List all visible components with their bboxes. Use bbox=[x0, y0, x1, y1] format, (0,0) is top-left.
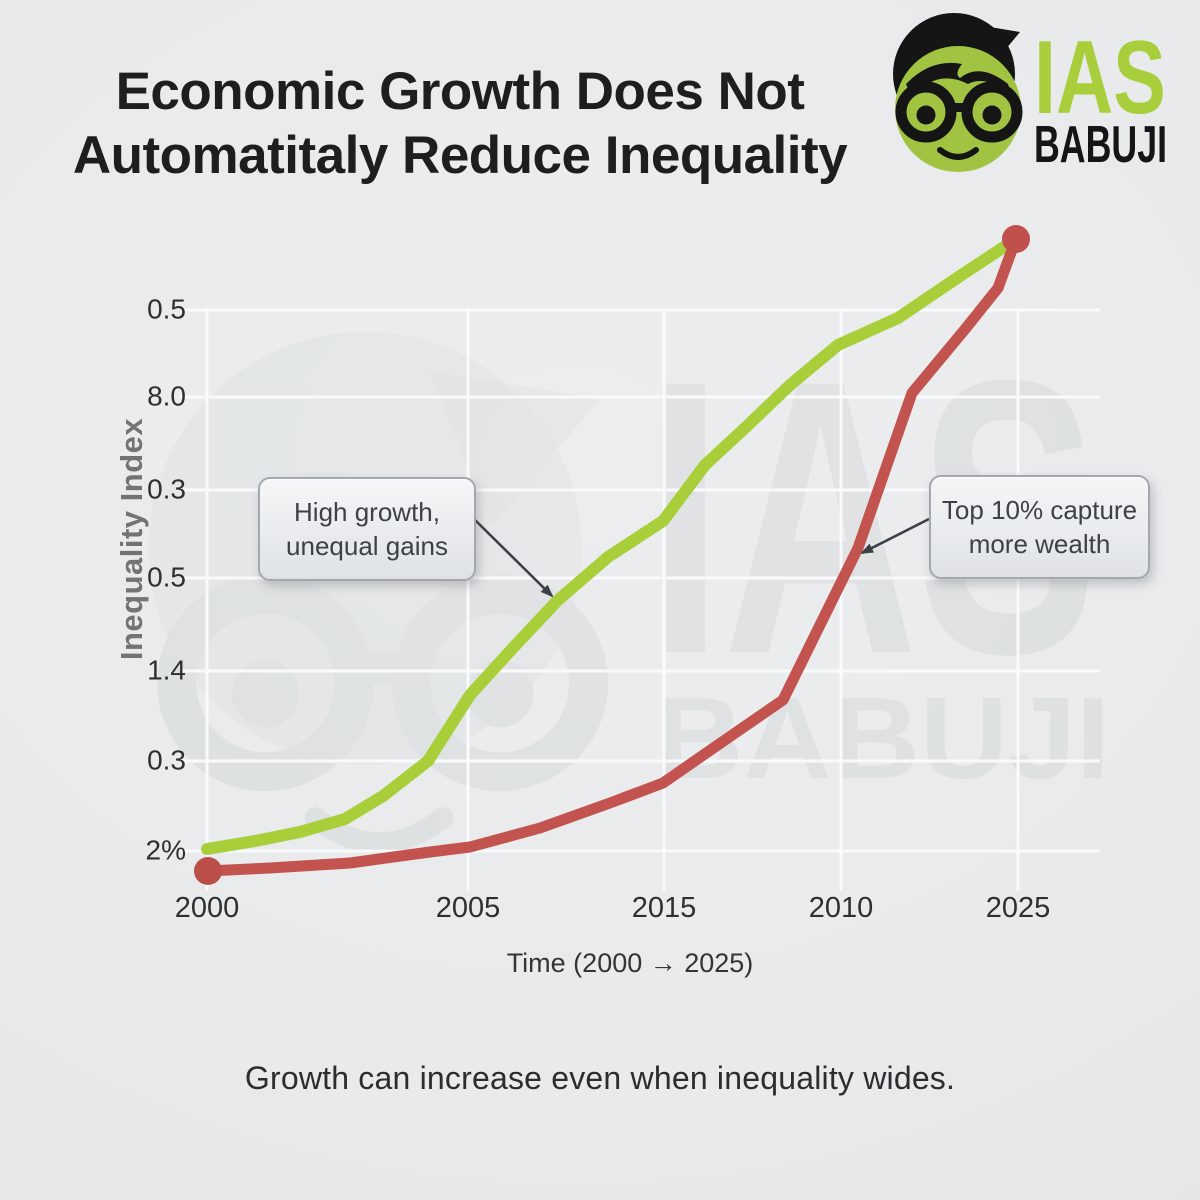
series-endpoint-dots bbox=[194, 225, 1030, 885]
caption: Growth can increase even when inequality… bbox=[244, 1060, 956, 1096]
x-tick-label: 2025 bbox=[985, 892, 1051, 924]
page-title: Economic Growth Does Not Automatitaly Re… bbox=[40, 60, 880, 188]
y-tick-label: 8.0 bbox=[147, 380, 186, 412]
annotation-top10-line2: more wealth bbox=[968, 529, 1111, 559]
x-tick-label: 2000 bbox=[174, 892, 240, 924]
annotation-high-growth: High growth, unequal gains bbox=[258, 477, 476, 581]
brand-logo: IAS BABUJI bbox=[893, 13, 1167, 174]
x-tick-label: 2005 bbox=[435, 892, 501, 924]
annotation-arrows bbox=[473, 517, 930, 598]
y-axis-title: Inequality Index bbox=[114, 417, 149, 661]
annotation-high-growth-line2: unequal gains bbox=[286, 531, 448, 561]
brand-text-ias: IAS bbox=[1034, 20, 1166, 136]
brand-text-babuji: BABUJI bbox=[1034, 116, 1167, 174]
annotation-top10: Top 10% capture more wealth bbox=[929, 475, 1150, 579]
y-tick-label: 0.3 bbox=[147, 473, 186, 505]
mascot-icon bbox=[893, 13, 1023, 172]
y-tick-label: 1.4 bbox=[147, 654, 186, 686]
title-line-2: Automatitaly Reduce Inequality bbox=[72, 126, 848, 185]
series-lines bbox=[201, 233, 1022, 877]
y-tick-label: 0.5 bbox=[147, 561, 186, 593]
annotation-top10-line1: Top 10% capture bbox=[941, 495, 1138, 525]
title-line-1: Economic Growth Does Not bbox=[115, 62, 805, 121]
x-tick-label: 2015 bbox=[631, 892, 697, 924]
y-tick-label: 2% bbox=[145, 834, 186, 866]
y-tick-label: 0.3 bbox=[147, 744, 186, 776]
y-tick-label: 0.5 bbox=[147, 293, 186, 325]
annotation-high-growth-line1: High growth, bbox=[294, 497, 440, 527]
x-tick-label: 2010 bbox=[808, 892, 874, 924]
x-axis-title: Time (2000 → 2025) bbox=[506, 948, 754, 978]
